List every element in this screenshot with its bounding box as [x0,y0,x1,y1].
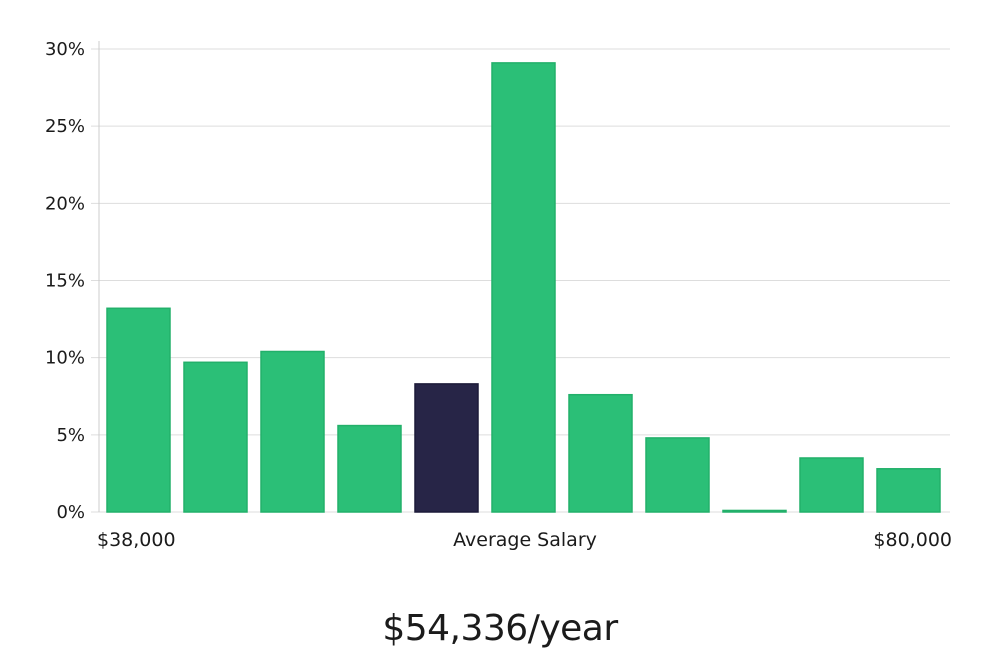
bars [106,62,941,513]
bar [568,393,633,513]
y-tick-label: 20% [45,193,85,214]
y-tick-label: 15% [45,271,85,292]
y-tick-label: 5% [56,425,85,446]
bar-average-salary [414,383,479,513]
bar [337,424,402,513]
y-tick-label: 25% [45,116,85,137]
average-salary-value: $54,336/year [382,608,618,649]
bar [260,350,325,513]
bar [106,307,171,513]
bar [645,437,710,513]
bar [183,361,248,513]
y-tick-label: 10% [45,348,85,369]
bar [876,468,941,513]
x-label-average: Average Salary [453,529,597,551]
y-tick-label: 0% [56,502,85,523]
x-label-min: $38,000 [97,529,176,551]
bar [722,509,787,513]
y-axis-ticks: 0% 5% 10% 15% 20% 25% 30% [45,39,85,523]
bar [491,62,556,513]
bar [799,457,864,513]
salary-histogram: 0% 5% 10% 15% 20% 25% 30% [45,39,950,523]
y-tick-label: 30% [45,39,85,60]
x-label-max: $80,000 [873,529,952,551]
